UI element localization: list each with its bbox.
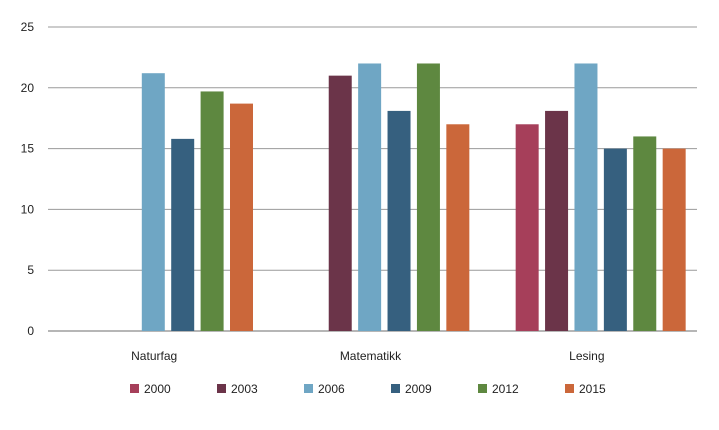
- bar-2003-lesing: [545, 110, 569, 332]
- bar-2012-lesing: [633, 136, 657, 331]
- legend-label: 2012: [492, 382, 519, 396]
- legend-item-2009: 2009: [391, 382, 432, 396]
- legend-item-2012: 2012: [478, 382, 519, 396]
- legend-swatch: [217, 384, 226, 393]
- bar-2006-naturfag: [141, 73, 165, 331]
- x-category-label: Lesing: [569, 349, 604, 363]
- legend-swatch: [130, 384, 139, 393]
- legend-item-2015: 2015: [565, 382, 606, 396]
- legend-label: 2003: [231, 382, 258, 396]
- bar-2003-matematikk: [328, 75, 352, 331]
- bar-2009-lesing: [603, 148, 627, 331]
- legend-item-2006: 2006: [304, 382, 345, 396]
- bar-2015-matematikk: [446, 124, 470, 331]
- y-tick-label: 10: [21, 202, 35, 216]
- bar-2000-lesing: [515, 124, 539, 331]
- legend-item-2003: 2003: [217, 382, 258, 396]
- legend-swatch: [565, 384, 574, 393]
- bar-2015-lesing: [662, 148, 686, 331]
- y-tick-label: 15: [21, 142, 35, 156]
- bar-2015-naturfag: [230, 103, 253, 331]
- bar-2006-lesing: [574, 63, 598, 331]
- y-tick-label: 0: [27, 324, 34, 338]
- bar-2012-matematikk: [416, 63, 440, 331]
- legend-item-2000: 2000: [130, 382, 171, 396]
- x-category-label: Matematikk: [340, 349, 402, 363]
- legend-swatch: [391, 384, 400, 393]
- legend-label: 2009: [405, 382, 432, 396]
- y-tick-label: 25: [21, 20, 35, 34]
- bar-2009-matematikk: [387, 110, 411, 332]
- legend-swatch: [478, 384, 487, 393]
- bar-2006-matematikk: [358, 63, 382, 331]
- legend: 2000 2003 2006 2009 2012 2015: [130, 382, 606, 396]
- bar-2012-naturfag: [200, 91, 224, 331]
- bars: [141, 63, 686, 332]
- legend-label: 2000: [144, 382, 171, 396]
- legend-label: 2006: [318, 382, 345, 396]
- legend-label: 2015: [579, 382, 606, 396]
- bar-2009-naturfag: [171, 138, 195, 331]
- legend-swatch: [304, 384, 313, 393]
- y-tick-label: 5: [27, 263, 34, 277]
- axes: 0 5 10 15 20 25 Naturfag Matematikk Lesing: [21, 20, 605, 363]
- y-tick-label: 20: [21, 81, 35, 95]
- x-category-label: Naturfag: [131, 349, 177, 363]
